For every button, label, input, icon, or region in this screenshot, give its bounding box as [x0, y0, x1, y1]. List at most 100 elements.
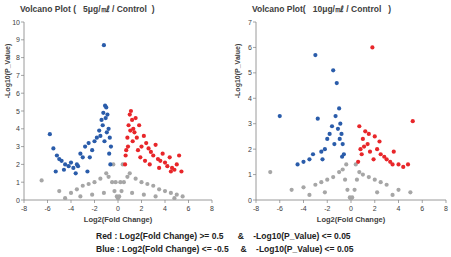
- point: [362, 145, 366, 149]
- point: [105, 112, 109, 116]
- point: [341, 167, 345, 171]
- point: [355, 178, 359, 182]
- point: [307, 157, 311, 161]
- point: [371, 157, 375, 161]
- point: [139, 145, 143, 149]
- volcano-plot: Volcano Plot ( 5μg/㎖ / Control )01234567…: [4, 4, 214, 224]
- point: [396, 188, 400, 192]
- point: [104, 105, 108, 109]
- point: [138, 155, 142, 159]
- point: [392, 150, 396, 154]
- y-tick-label: 4: [16, 125, 20, 132]
- point: [278, 114, 282, 118]
- point: [104, 116, 108, 120]
- point: [179, 169, 183, 173]
- point: [125, 175, 129, 179]
- point: [165, 164, 169, 168]
- point: [128, 171, 132, 175]
- point: [169, 191, 173, 195]
- x-axis-label: Log2(Fold Change): [84, 215, 153, 224]
- point: [51, 146, 55, 150]
- x-tick: [279, 200, 280, 203]
- x-tick-label: -2: [91, 205, 97, 212]
- point: [385, 183, 389, 187]
- point: [411, 119, 415, 123]
- point: [368, 150, 372, 154]
- point: [331, 175, 335, 179]
- point: [143, 159, 147, 163]
- point: [377, 139, 381, 143]
- point: [157, 166, 161, 170]
- point: [290, 188, 294, 192]
- point: [363, 129, 367, 133]
- point: [90, 193, 94, 197]
- x-tick: [422, 200, 423, 203]
- point: [102, 43, 106, 47]
- point: [375, 190, 379, 194]
- point: [345, 188, 349, 192]
- point: [408, 190, 412, 194]
- point: [379, 180, 383, 184]
- point: [63, 196, 67, 200]
- x-tick: [141, 200, 142, 203]
- point: [105, 130, 109, 134]
- point: [172, 196, 176, 200]
- point: [97, 128, 101, 132]
- point: [406, 162, 410, 166]
- point: [142, 134, 146, 138]
- point: [323, 190, 327, 194]
- point: [373, 178, 377, 182]
- point: [117, 194, 121, 198]
- figure: Volcano Plot ( 5μg/㎖ / Control )01234567…: [0, 0, 451, 257]
- point: [336, 127, 340, 131]
- background: [0, 0, 451, 257]
- point: [390, 162, 394, 166]
- y-tick: [253, 200, 256, 201]
- point: [268, 170, 272, 174]
- point: [74, 171, 78, 175]
- point: [107, 152, 111, 156]
- point: [339, 132, 343, 136]
- y-tick-label: 3: [248, 120, 252, 127]
- point: [350, 195, 354, 199]
- x-tick-label: -8: [21, 205, 27, 212]
- point: [313, 53, 317, 57]
- y-tick: [21, 39, 24, 40]
- point: [328, 132, 332, 136]
- x-tick-label: 8: [210, 205, 214, 212]
- point: [69, 191, 73, 195]
- point: [98, 177, 102, 181]
- point: [148, 162, 152, 166]
- point: [75, 187, 79, 191]
- point: [81, 155, 85, 159]
- y-tick-label: 2: [248, 146, 252, 153]
- y-tick-label: 7: [16, 72, 20, 79]
- point: [151, 184, 155, 188]
- point: [163, 189, 167, 193]
- point: [396, 162, 400, 166]
- point: [40, 178, 44, 182]
- point: [320, 157, 324, 161]
- point: [367, 132, 371, 136]
- point: [358, 147, 362, 151]
- point: [107, 175, 111, 179]
- point: [390, 193, 394, 197]
- x-tick: [165, 200, 166, 203]
- point: [356, 160, 360, 164]
- point: [161, 152, 165, 156]
- point: [67, 164, 71, 168]
- x-tick-label: 0: [116, 205, 120, 212]
- x-tick: [24, 200, 25, 203]
- point: [87, 182, 91, 186]
- point: [344, 162, 348, 166]
- point: [401, 165, 405, 169]
- point: [134, 177, 138, 181]
- y-tick: [21, 22, 24, 23]
- point: [132, 130, 136, 134]
- point: [319, 150, 323, 154]
- point: [134, 116, 138, 120]
- point: [375, 147, 379, 151]
- point: [76, 164, 80, 168]
- point: [338, 122, 342, 126]
- y-tick: [21, 57, 24, 58]
